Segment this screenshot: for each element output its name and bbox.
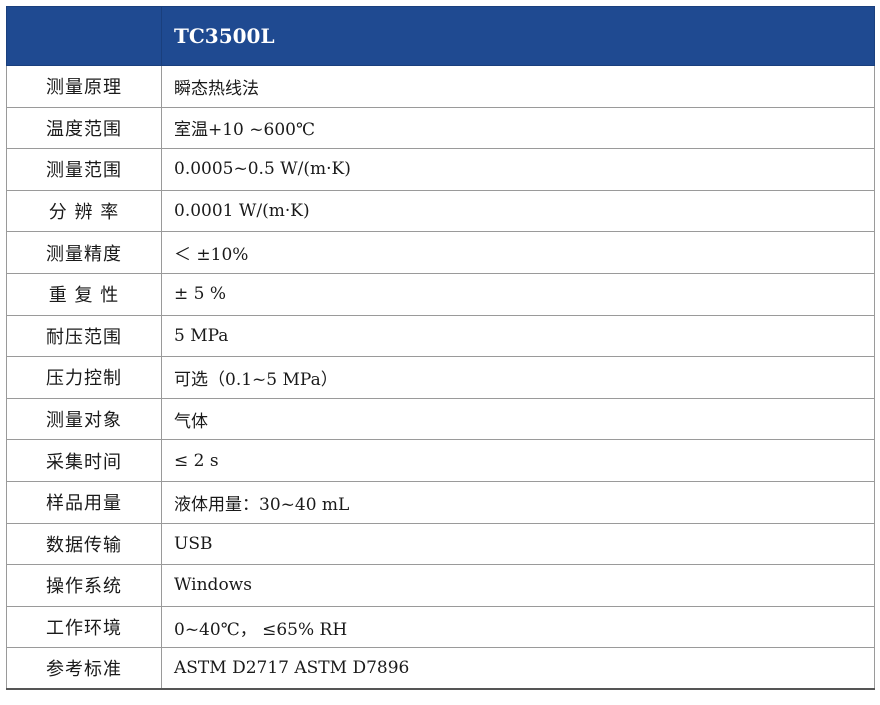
table-row: 温度范围 室温+10 ~600℃ [6, 106, 875, 150]
spec-value: Windows [161, 564, 875, 607]
spec-value: 气体 [161, 397, 875, 441]
spec-table-header: TC3500L [6, 6, 875, 66]
spec-value: ASTM D2717 ASTM D7896 [161, 647, 875, 691]
spec-value: ＜ ±10% [161, 231, 875, 274]
table-row: 测量对象 气体 [6, 397, 875, 441]
table-row: 操作系统 Windows [6, 564, 875, 607]
spec-table-body: 测量原理 瞬态热线法 温度范围 室温+10 ~600℃ 测量范围 0.0005~… [6, 65, 875, 691]
spec-table: TC3500L 测量原理 瞬态热线法 温度范围 室温+10 ~600℃ 测量范围… [6, 6, 875, 691]
spec-label: 测量对象 [6, 397, 162, 441]
spec-value: 可选（0.1~5 MPa） [161, 356, 875, 399]
table-row: 采集时间 ≤ 2 s [6, 439, 875, 482]
header-row: TC3500L [6, 6, 875, 66]
spec-label: 测量精度 [6, 231, 162, 274]
spec-label: 参考标准 [6, 647, 162, 691]
table-row: 工作环境 0~40℃， ≤65% RH [6, 605, 875, 649]
header-corner-cell [6, 6, 162, 66]
table-row: 测量范围 0.0005~0.5 W/(m·K) [6, 148, 875, 191]
spec-value: 0.0001 W/(m·K) [161, 189, 875, 233]
table-row: 参考标准 ASTM D2717 ASTM D7896 [6, 647, 875, 691]
table-row: 数据传输 USB [6, 522, 875, 566]
spec-value: USB [161, 522, 875, 566]
table-row: 测量原理 瞬态热线法 [6, 65, 875, 108]
spec-label: 测量范围 [6, 148, 162, 191]
table-row: 分 辨 率 0.0001 W/(m·K) [6, 189, 875, 233]
spec-label: 样品用量 [6, 480, 162, 524]
table-row: 耐压范围 5 MPa [6, 314, 875, 358]
table-row: 重 复 性 ± 5 % [6, 272, 875, 316]
spec-label: 工作环境 [6, 605, 162, 649]
spec-value: 5 MPa [161, 314, 875, 358]
model-name: TC3500L [161, 6, 875, 66]
spec-label: 测量原理 [6, 65, 162, 108]
spec-label: 数据传输 [6, 522, 162, 566]
spec-value: ≤ 2 s [161, 439, 875, 482]
spec-label: 耐压范围 [6, 314, 162, 358]
spec-label: 重 复 性 [6, 272, 162, 316]
spec-label: 采集时间 [6, 439, 162, 482]
spec-label: 压力控制 [6, 356, 162, 399]
spec-label: 分 辨 率 [6, 189, 162, 233]
table-row: 压力控制 可选（0.1~5 MPa） [6, 356, 875, 399]
table-row: 测量精度 ＜ ±10% [6, 231, 875, 274]
table-row: 样品用量 液体用量：30~40 mL [6, 480, 875, 524]
spec-label: 温度范围 [6, 106, 162, 150]
spec-value: 液体用量：30~40 mL [161, 480, 875, 524]
spec-value: 0~40℃， ≤65% RH [161, 605, 875, 649]
spec-value: 瞬态热线法 [161, 65, 875, 108]
spec-label: 操作系统 [6, 564, 162, 607]
spec-value: 室温+10 ~600℃ [161, 106, 875, 150]
spec-value: ± 5 % [161, 272, 875, 316]
spec-value: 0.0005~0.5 W/(m·K) [161, 148, 875, 191]
